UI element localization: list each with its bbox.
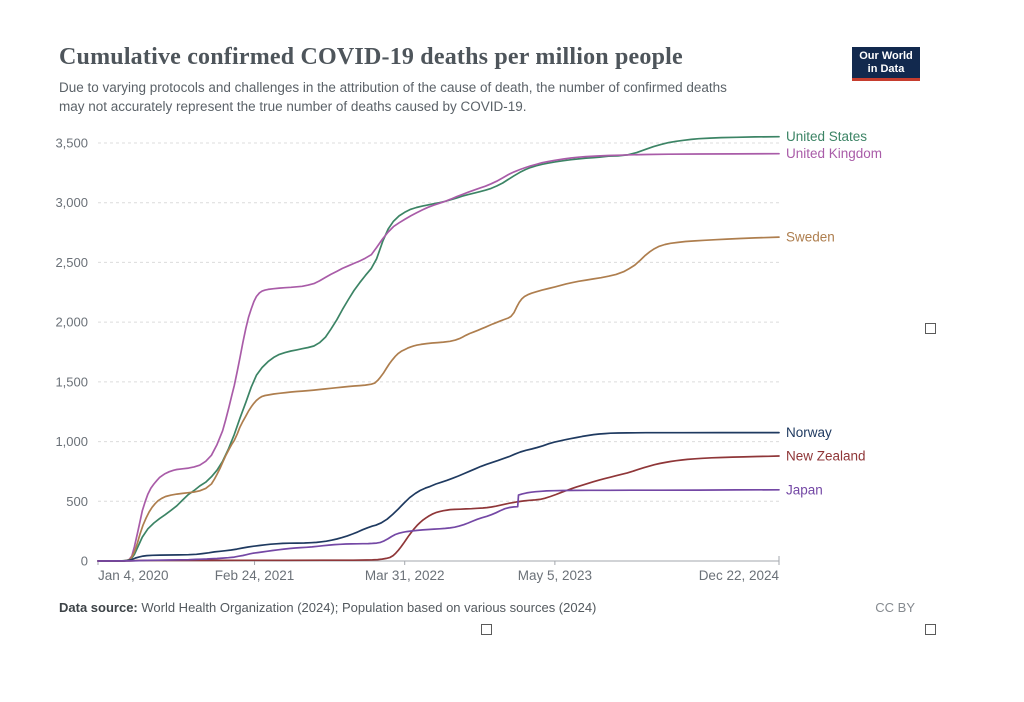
series-label-sweden[interactable]: Sweden bbox=[786, 230, 835, 245]
owid-logo-line-1: Our World bbox=[859, 50, 913, 62]
x-tick-label: May 5, 2023 bbox=[518, 568, 592, 583]
y-tick-label: 2,000 bbox=[55, 315, 88, 330]
x-tick-label: Feb 24, 2021 bbox=[215, 568, 295, 583]
y-tick-label: 0 bbox=[81, 554, 88, 569]
owid-logo-line-2: in Data bbox=[867, 63, 905, 75]
series-label-japan[interactable]: Japan bbox=[786, 482, 823, 497]
series-line-norway[interactable] bbox=[97, 431, 780, 562]
data-source-label: Data source: bbox=[59, 600, 138, 615]
series-label-norway[interactable]: Norway bbox=[786, 425, 832, 440]
y-tick-label: 1,000 bbox=[55, 434, 88, 449]
chart-subtitle-line-2: may not accurately represent the true nu… bbox=[59, 99, 527, 114]
x-tick-label: Jan 4, 2020 bbox=[98, 568, 169, 583]
y-tick-label: 1,500 bbox=[55, 374, 88, 389]
series-label-united-states[interactable]: United States bbox=[786, 129, 867, 144]
page-title: Cumulative confirmed COVID-19 deaths per… bbox=[59, 44, 683, 70]
series-line-japan[interactable] bbox=[97, 488, 780, 562]
x-tick-label: Mar 31, 2022 bbox=[365, 568, 445, 583]
missing-glyph-box-bottom-right bbox=[925, 624, 936, 635]
data-source-line: Data source: World Health Organization (… bbox=[59, 600, 596, 615]
series-line-united-kingdom[interactable] bbox=[97, 152, 780, 562]
series-line-new-zealand[interactable] bbox=[97, 455, 780, 562]
license-badge[interactable]: CC BY bbox=[875, 600, 915, 615]
missing-glyph-box-right bbox=[925, 323, 936, 334]
series-line-united-states[interactable] bbox=[97, 135, 780, 562]
series-label-new-zealand[interactable]: New Zealand bbox=[786, 449, 866, 464]
owid-logo[interactable]: Our World in Data bbox=[852, 47, 920, 81]
y-tick-label: 3,500 bbox=[55, 136, 88, 151]
missing-glyph-box-center bbox=[481, 624, 492, 635]
data-source-text: World Health Organization (2024); Popula… bbox=[137, 600, 597, 615]
chart-subtitle-line-1: Due to varying protocols and challenges … bbox=[59, 80, 727, 95]
y-tick-label: 3,000 bbox=[55, 195, 88, 210]
series-label-united-kingdom[interactable]: United Kingdom bbox=[786, 146, 882, 161]
y-tick-label: 500 bbox=[66, 494, 88, 509]
x-tick-label: Dec 22, 2024 bbox=[699, 568, 780, 583]
series-line-sweden[interactable] bbox=[97, 236, 780, 562]
y-tick-label: 2,500 bbox=[55, 255, 88, 270]
